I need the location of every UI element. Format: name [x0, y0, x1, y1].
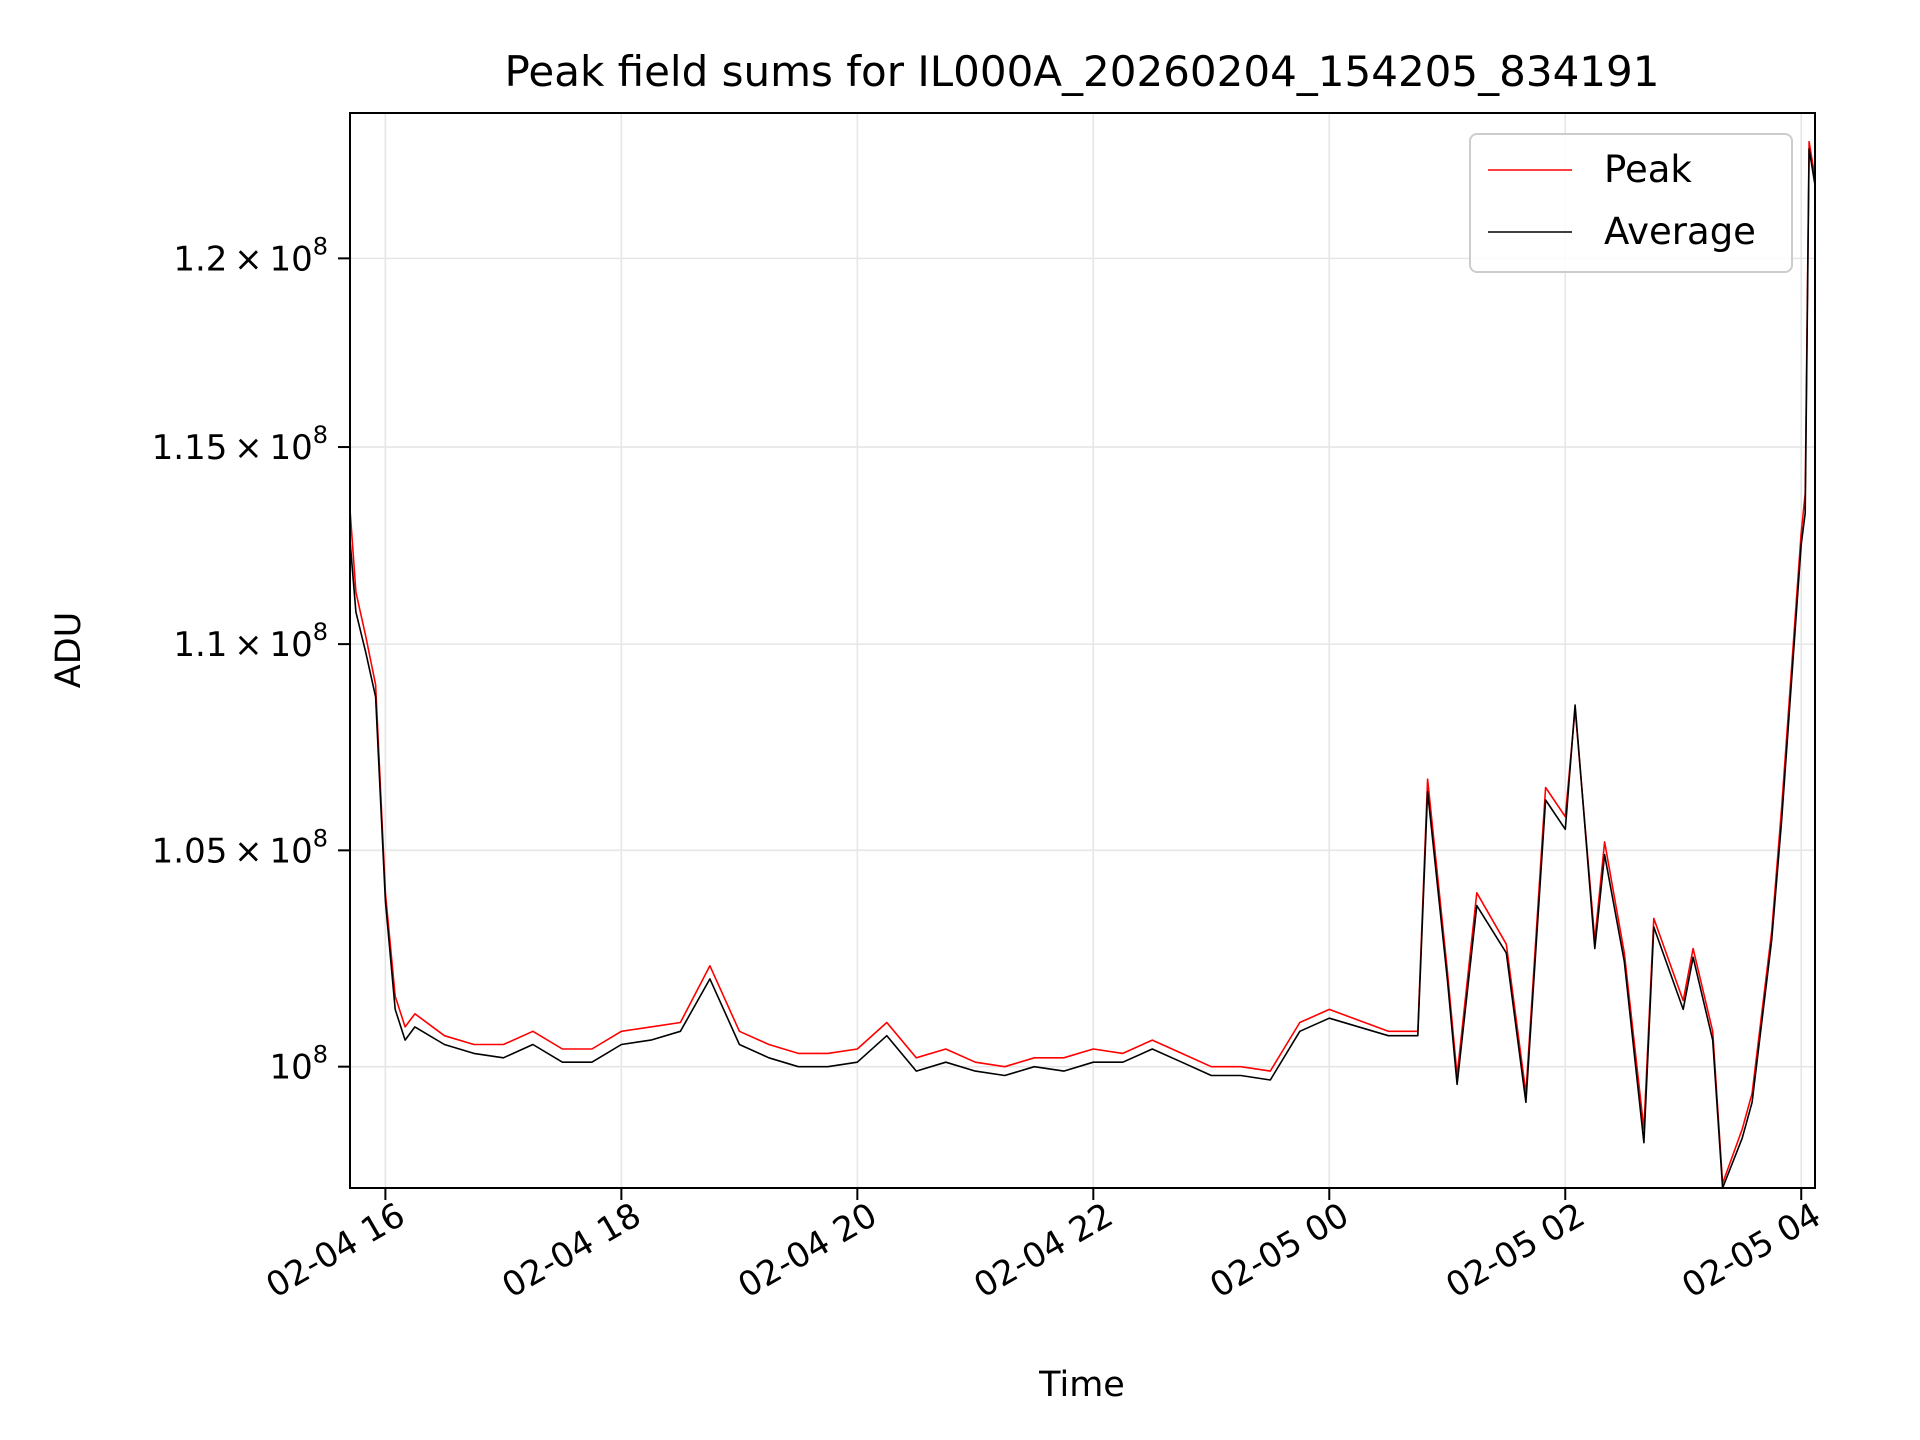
y-axis-label: ADU: [49, 612, 89, 689]
series-layer: [350, 140, 1815, 1188]
plot-frame: [349, 112, 1816, 1189]
y-tick-mantissa: 10: [269, 1048, 312, 1088]
y-tick-exponent: 8: [313, 1041, 328, 1069]
y-tick-mantissa: 1.2 × 10: [173, 239, 312, 279]
y-tick-label: 1.2 × 108: [173, 232, 328, 279]
legend-box: [1469, 133, 1793, 273]
legend: Peak Average: [1469, 133, 1793, 273]
y-tick-exponent: 8: [313, 232, 328, 260]
legend-label-peak: Peak: [1604, 148, 1692, 191]
y-tick-label: 108: [269, 1041, 328, 1088]
y-tick-exponent: 8: [313, 618, 328, 646]
chart-title: Peak field sums for IL000A_20260204_1542…: [505, 47, 1660, 96]
x-axis-label: Time: [1038, 1365, 1125, 1405]
y-tick-exponent: 8: [313, 421, 328, 449]
y-tick-label: 1.05 × 108: [152, 824, 328, 871]
grid: [350, 113, 1815, 1188]
y-tick-label: 1.1 × 108: [173, 618, 328, 665]
y-tick-label: 1.15 × 108: [152, 421, 328, 468]
y-tick-exponent: 8: [313, 824, 328, 852]
legend-label-average: Average: [1604, 210, 1756, 253]
y-tick-mantissa: 1.05 × 10: [152, 831, 313, 871]
series-line-peak: [350, 140, 1815, 1185]
y-tick-mantissa: 1.15 × 10: [152, 428, 313, 468]
series-line-average: [350, 148, 1815, 1188]
y-tick-mantissa: 1.1 × 10: [173, 625, 312, 665]
